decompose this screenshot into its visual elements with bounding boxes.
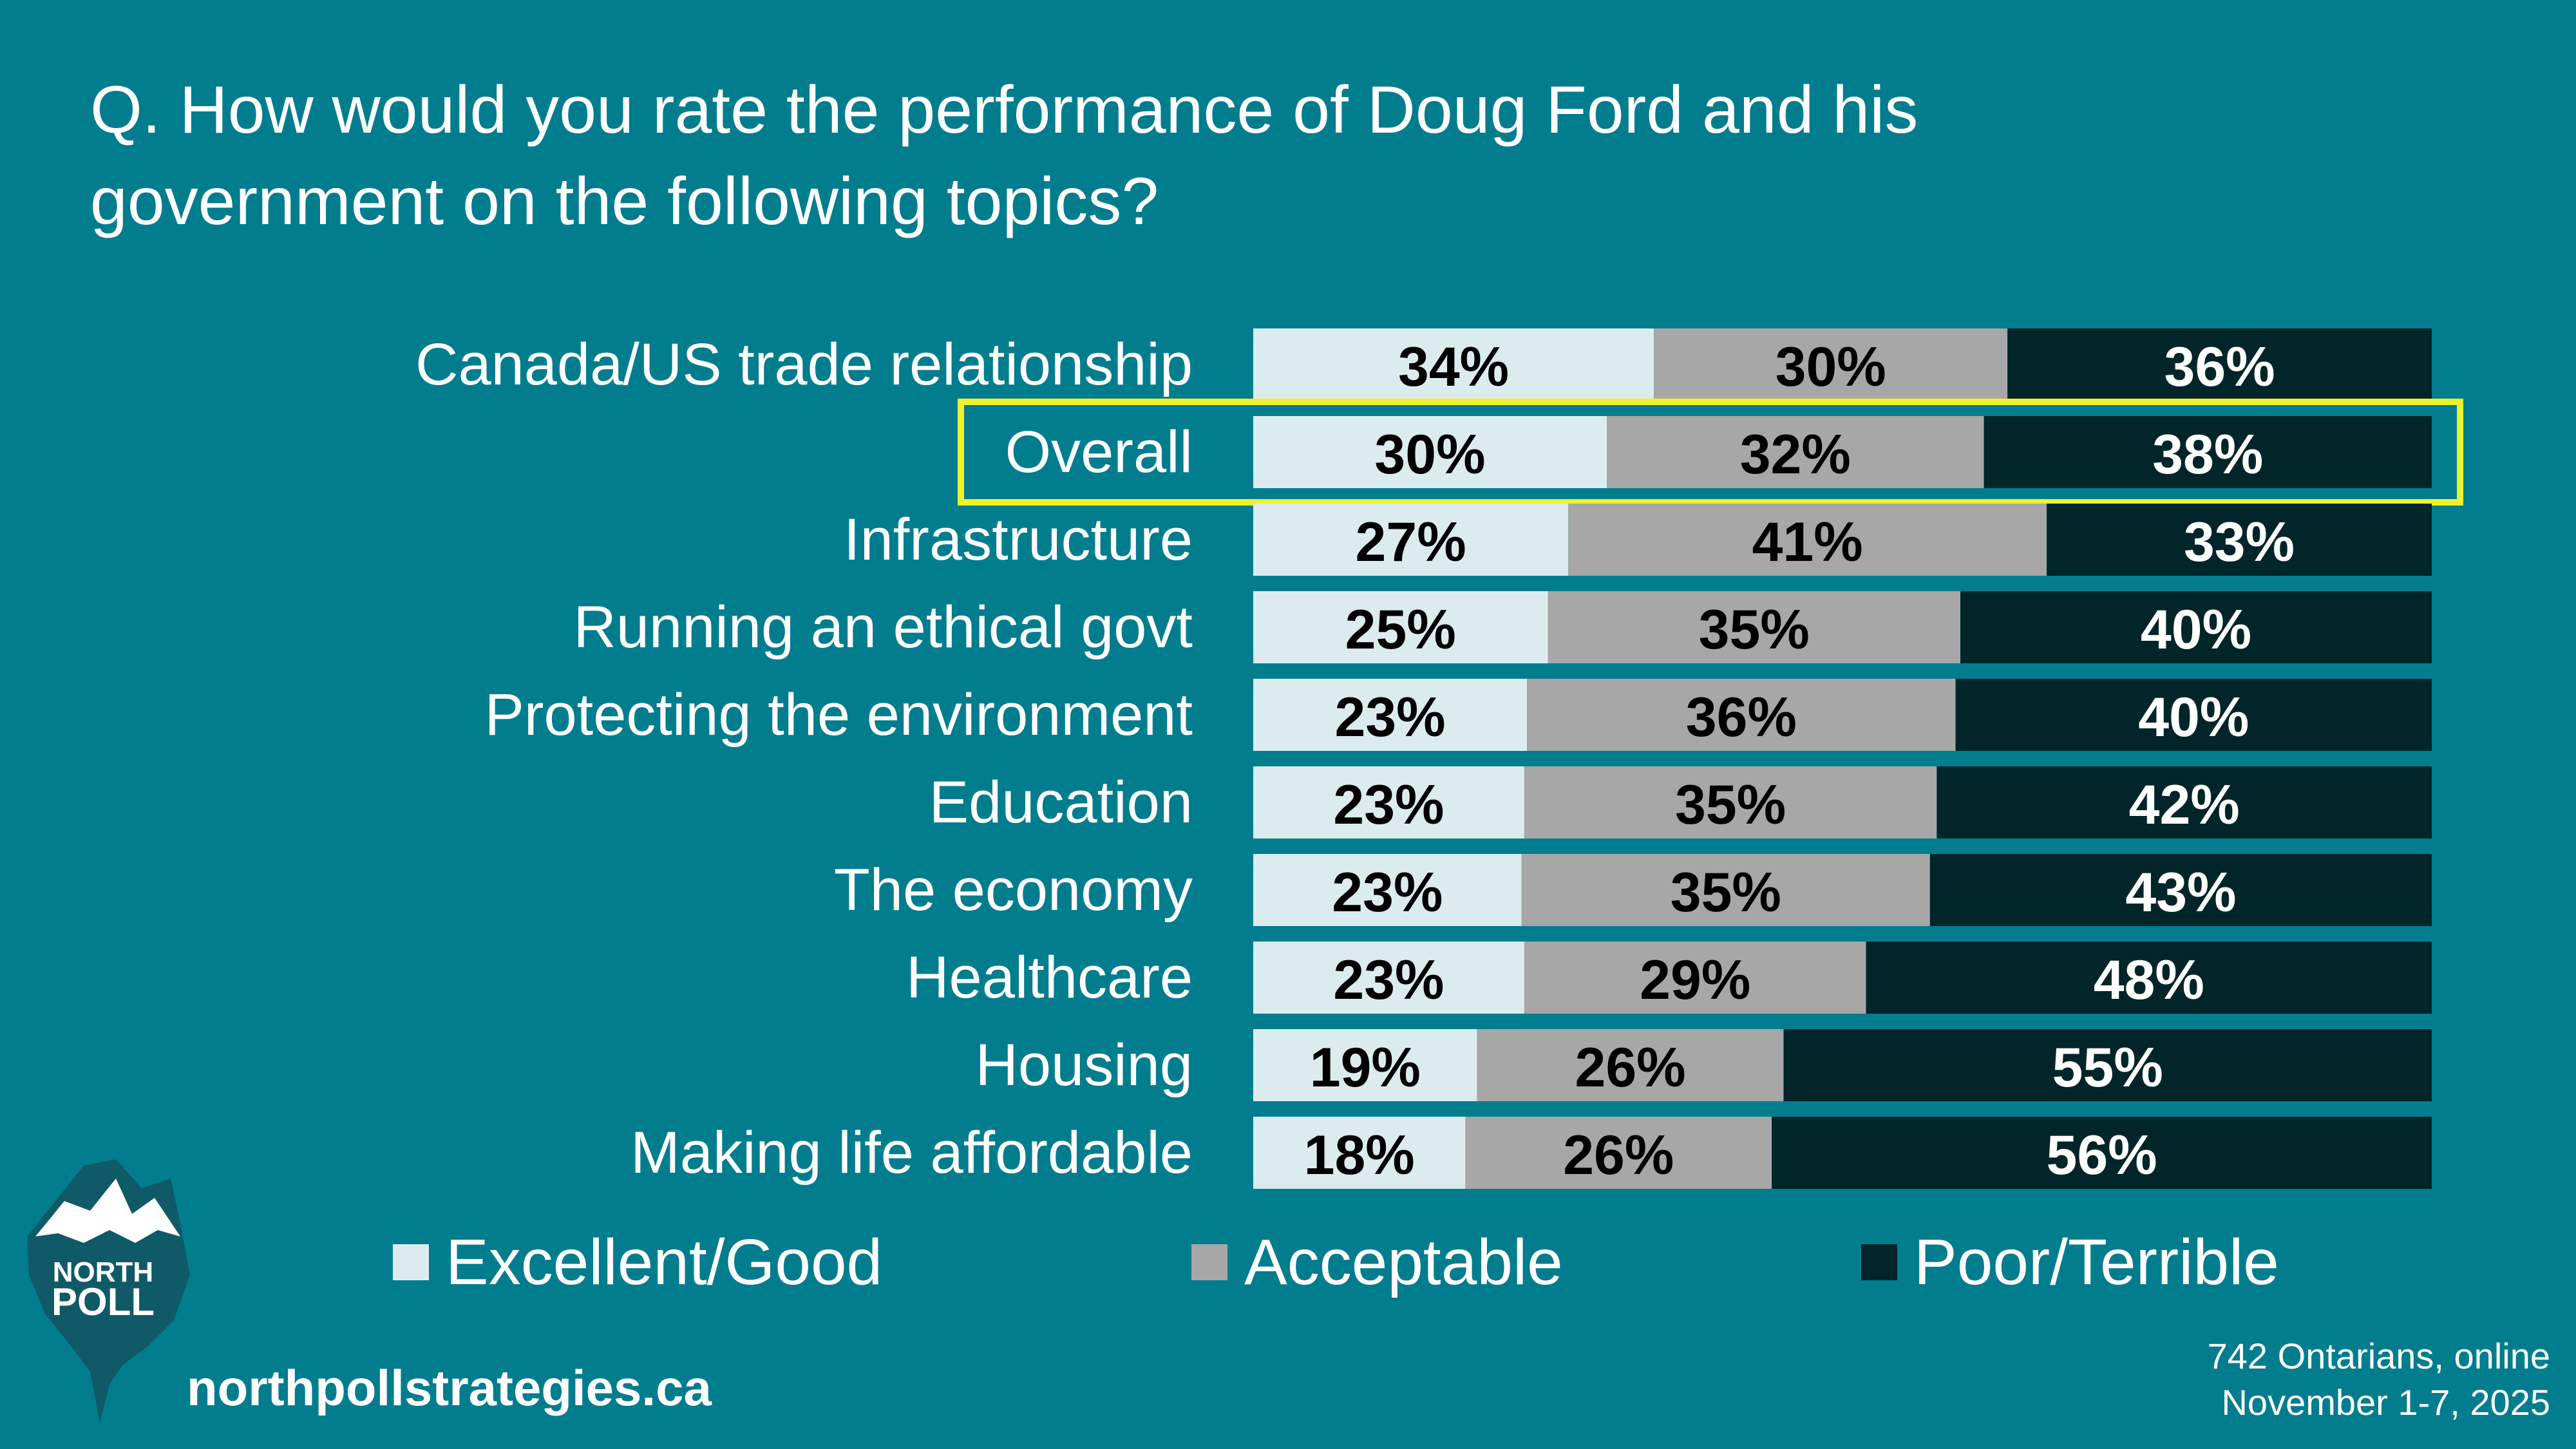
bar-education-poor-terrible xyxy=(1937,766,2432,838)
data-label-canada-us-trade-relationship-acceptable: 30% xyxy=(1776,336,1886,398)
category-label-healthcare: Healthcare xyxy=(906,945,1193,1010)
data-label-running-an-ethical-govt-acceptable: 35% xyxy=(1699,599,1810,661)
sample-size: 742 Ontarians, online xyxy=(2207,1336,2550,1376)
data-label-infrastructure-poor-terrible: 33% xyxy=(2184,511,2295,573)
data-label-infrastructure-acceptable: 41% xyxy=(1752,511,1863,573)
category-label-making-life-affordable: Making life affordable xyxy=(630,1120,1193,1186)
data-label-infrastructure-excellent-good: 27% xyxy=(1356,511,1466,573)
data-label-overall-poor-terrible: 38% xyxy=(2152,424,2263,486)
legend-swatch-acceptable xyxy=(1191,1244,1227,1280)
highlight-box-overall xyxy=(958,399,2463,506)
bar-infrastructure-poor-terrible xyxy=(2047,504,2432,576)
bar-protecting-the-environment-poor-terrible xyxy=(1955,679,2432,751)
bar-making-life-affordable-poor-terrible xyxy=(1772,1117,2432,1189)
bar-infrastructure-acceptable xyxy=(1568,504,2047,576)
field-dates: November 1-7, 2025 xyxy=(2221,1382,2550,1423)
bar-overall-excellent-good xyxy=(1253,416,1607,488)
legend-label-acceptable: Acceptable xyxy=(1244,1226,1563,1298)
data-label-education-acceptable: 35% xyxy=(1675,774,1786,836)
legend-item-excellent-good: Excellent/Good xyxy=(393,1224,882,1301)
bar-canada-us-trade-relationship-excellent-good xyxy=(1253,328,1654,401)
data-label-healthcare-acceptable: 29% xyxy=(1640,949,1750,1011)
data-label-the-economy-poor-terrible: 43% xyxy=(2125,862,2236,923)
bar-running-an-ethical-govt-acceptable xyxy=(1548,591,1960,663)
data-label-canada-us-trade-relationship-excellent-good: 34% xyxy=(1398,336,1509,398)
data-label-healthcare-excellent-good: 23% xyxy=(1333,949,1444,1011)
north-poll-logo: NORTH POLL xyxy=(27,1159,190,1423)
bar-canada-us-trade-relationship-poor-terrible xyxy=(2007,328,2432,401)
data-label-protecting-the-environment-acceptable: 36% xyxy=(1686,687,1797,748)
data-label-housing-acceptable: 26% xyxy=(1575,1037,1686,1099)
bar-canada-us-trade-relationship-acceptable xyxy=(1654,328,2008,401)
data-label-the-economy-excellent-good: 23% xyxy=(1332,862,1443,923)
bar-housing-excellent-good xyxy=(1253,1029,1477,1101)
bar-making-life-affordable-excellent-good xyxy=(1253,1117,1466,1189)
data-label-housing-poor-terrible: 55% xyxy=(2052,1037,2163,1099)
data-label-healthcare-poor-terrible: 48% xyxy=(2094,949,2204,1011)
bar-the-economy-poor-terrible xyxy=(1929,854,2432,926)
legend-swatch-excellent-good xyxy=(393,1244,429,1280)
category-label-running-an-ethical-govt: Running an ethical govt xyxy=(573,594,1193,660)
data-label-protecting-the-environment-excellent-good: 23% xyxy=(1335,687,1446,748)
data-label-education-poor-terrible: 42% xyxy=(2129,774,2240,836)
logo-text-poll: POLL xyxy=(52,1280,155,1323)
data-label-making-life-affordable-poor-terrible: 56% xyxy=(2047,1124,2157,1186)
website-url[interactable]: northpollstrategies.ca xyxy=(187,1359,712,1416)
data-label-running-an-ethical-govt-excellent-good: 25% xyxy=(1345,599,1456,661)
bar-education-excellent-good xyxy=(1253,766,1524,838)
bar-the-economy-excellent-good xyxy=(1253,854,1522,926)
logo-iceberg-peak xyxy=(35,1179,180,1243)
legend-item-acceptable: Acceptable xyxy=(1191,1224,1563,1301)
data-label-protecting-the-environment-poor-terrible: 40% xyxy=(2138,687,2249,748)
bar-making-life-affordable-acceptable xyxy=(1465,1117,1772,1189)
data-label-making-life-affordable-acceptable: 26% xyxy=(1563,1124,1674,1186)
legend-swatch-poor-terrible xyxy=(1861,1244,1897,1280)
data-label-housing-excellent-good: 19% xyxy=(1310,1037,1421,1099)
data-label-canada-us-trade-relationship-poor-terrible: 36% xyxy=(2164,336,2275,398)
bar-housing-acceptable xyxy=(1477,1029,1784,1101)
category-label-education: Education xyxy=(929,770,1193,835)
legend-item-poor-terrible: Poor/Terrible xyxy=(1861,1224,2279,1301)
bar-overall-poor-terrible xyxy=(1984,416,2432,488)
bar-protecting-the-environment-excellent-good xyxy=(1253,679,1528,751)
legend-label-poor-terrible: Poor/Terrible xyxy=(1914,1226,2279,1298)
category-label-infrastructure: Infrastructure xyxy=(844,507,1193,573)
bar-healthcare-excellent-good xyxy=(1253,942,1524,1014)
data-label-running-an-ethical-govt-poor-terrible: 40% xyxy=(2141,599,2251,661)
legend-label-excellent-good: Excellent/Good xyxy=(446,1226,883,1298)
logo-text-north: NORTH xyxy=(53,1256,153,1288)
category-label-overall: Overall xyxy=(1005,419,1193,485)
category-label-canada-us-trade-relationship: Canada/US trade relationship xyxy=(415,332,1193,397)
bar-the-economy-acceptable xyxy=(1521,854,1930,926)
data-label-education-excellent-good: 23% xyxy=(1333,774,1444,836)
data-label-making-life-affordable-excellent-good: 18% xyxy=(1304,1124,1415,1186)
data-label-overall-acceptable: 32% xyxy=(1740,424,1851,486)
bar-running-an-ethical-govt-excellent-good xyxy=(1253,591,1548,663)
sample-note: 742 Ontarians, online November 1-7, 2025 xyxy=(2208,1333,2550,1426)
data-label-the-economy-acceptable: 35% xyxy=(1671,862,1781,923)
category-label-housing: Housing xyxy=(975,1032,1193,1098)
bar-housing-poor-terrible xyxy=(1783,1029,2432,1101)
category-label-the-economy: The economy xyxy=(834,857,1193,923)
bar-healthcare-acceptable xyxy=(1524,942,1866,1014)
category-label-protecting-the-environment: Protecting the environment xyxy=(484,682,1193,748)
bar-healthcare-poor-terrible xyxy=(1866,942,2432,1014)
bar-protecting-the-environment-acceptable xyxy=(1527,679,1956,751)
bar-education-acceptable xyxy=(1524,766,1937,838)
chart-title: Q. How would you rate the performance of… xyxy=(90,73,1918,239)
bar-running-an-ethical-govt-poor-terrible xyxy=(1960,591,2432,663)
bar-infrastructure-excellent-good xyxy=(1253,504,1569,576)
data-label-overall-excellent-good: 30% xyxy=(1374,424,1485,486)
bar-overall-acceptable xyxy=(1607,416,1984,488)
